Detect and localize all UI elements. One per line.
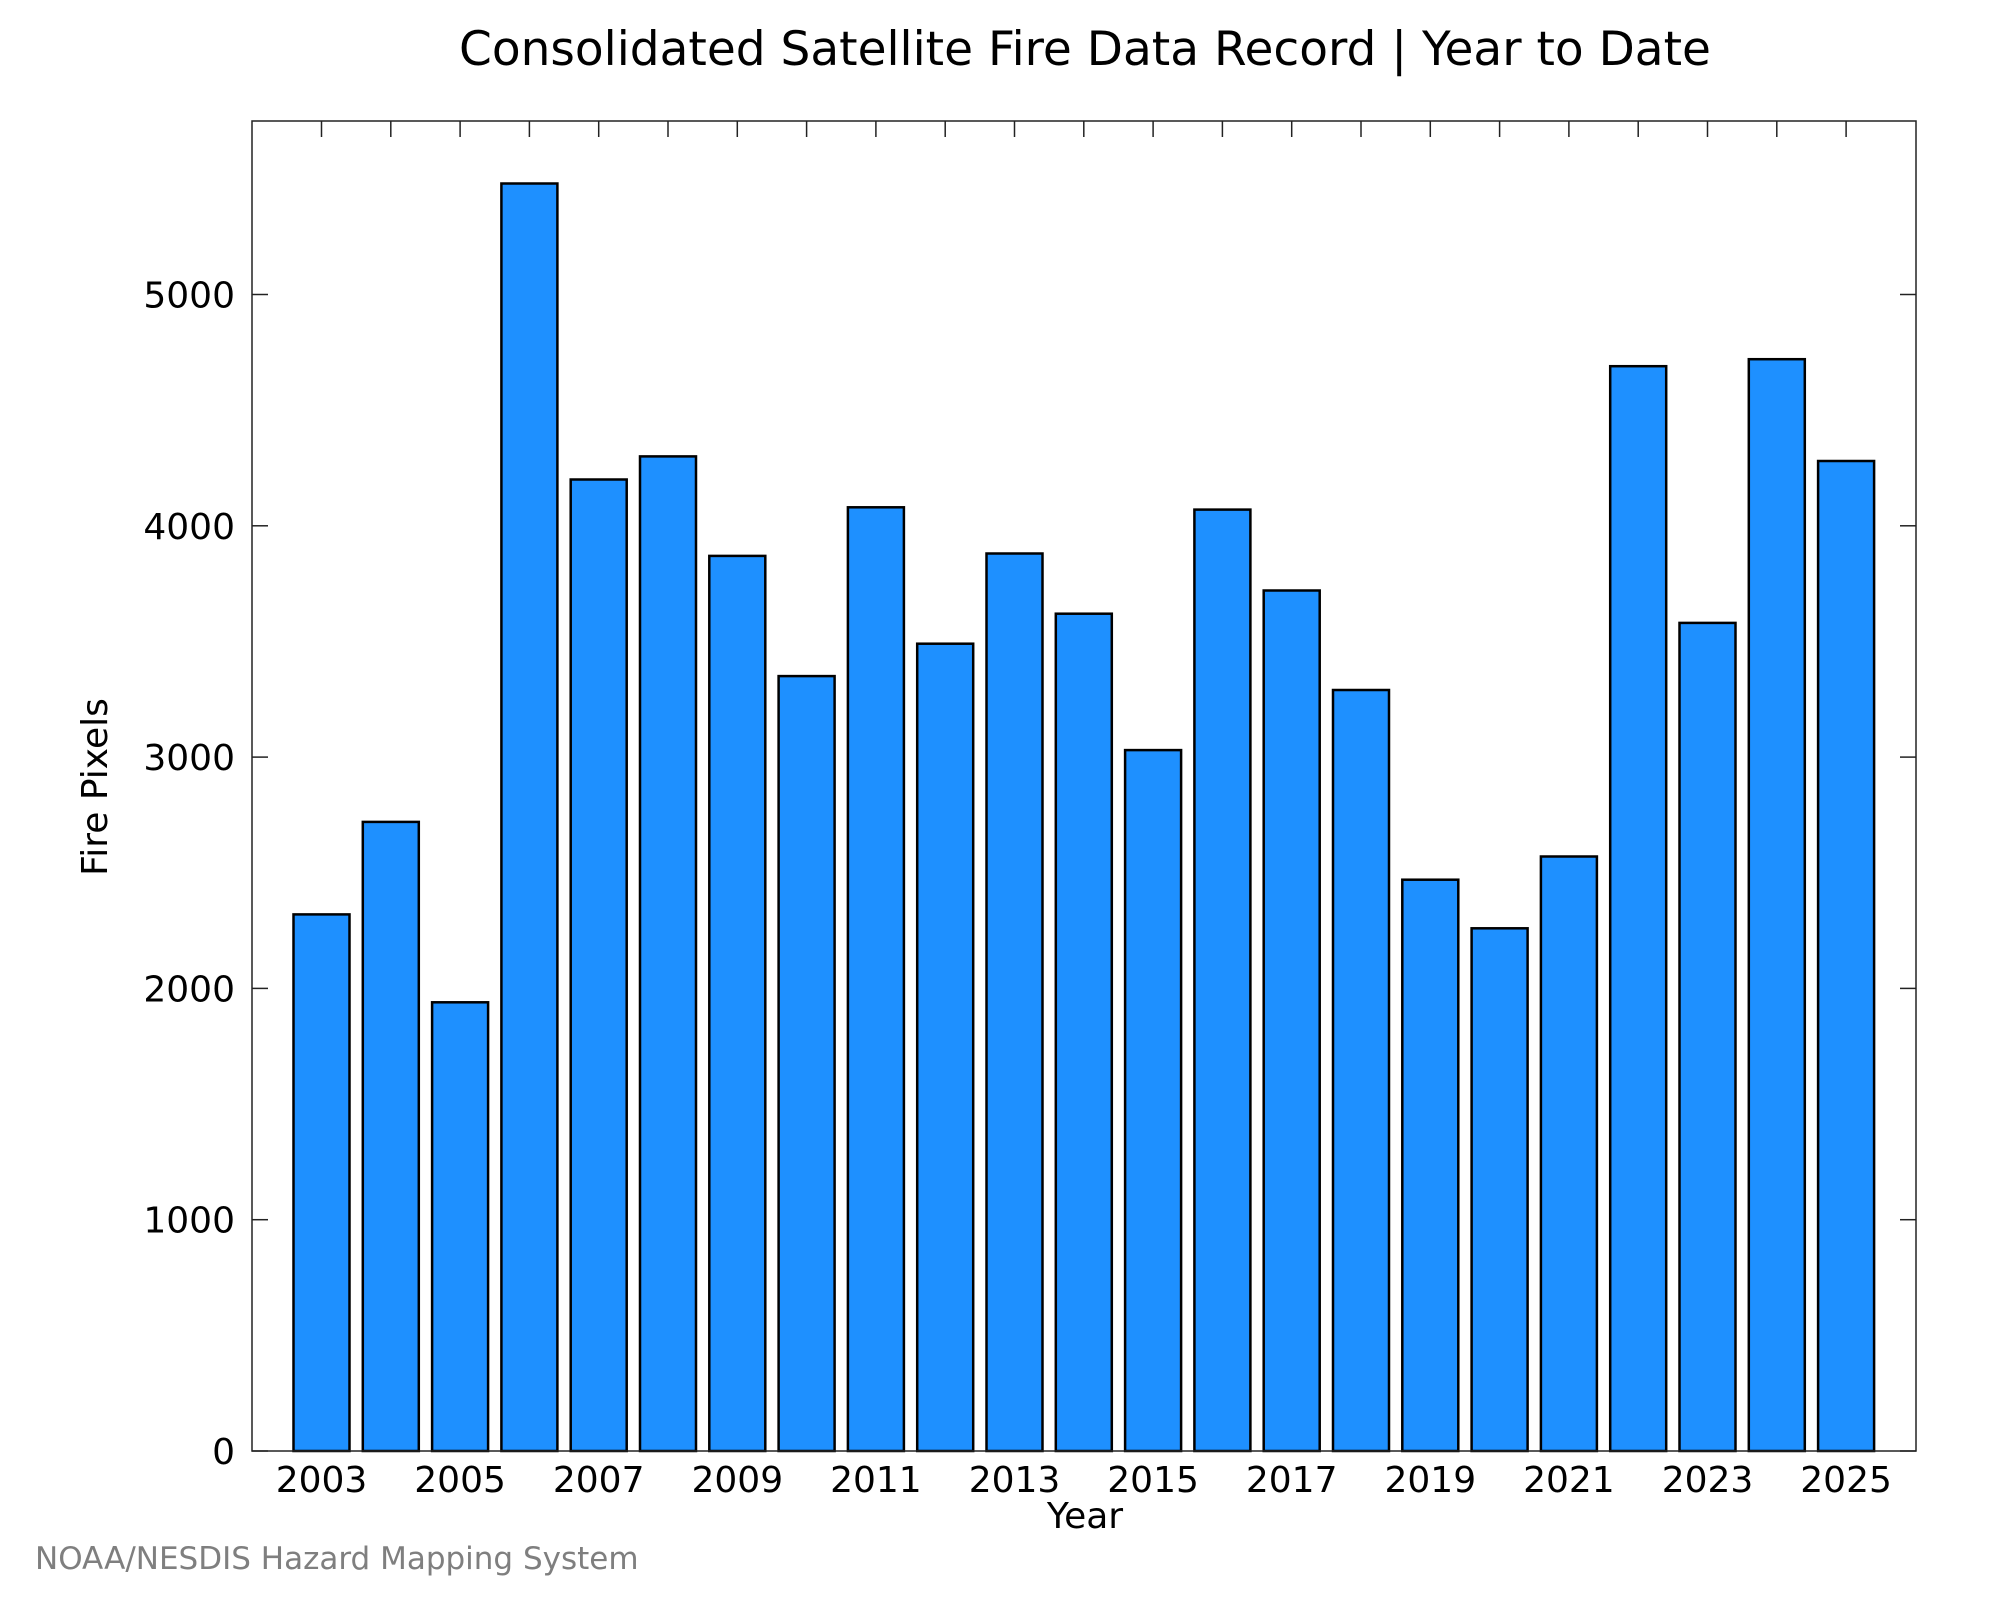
x-tick-label: 2021 bbox=[1523, 1460, 1615, 1501]
bar-2010 bbox=[777, 674, 836, 1453]
x-tick-label: 2011 bbox=[830, 1460, 922, 1501]
x-tick-label: 2013 bbox=[969, 1460, 1061, 1501]
bars bbox=[292, 182, 1876, 1453]
bar-2014 bbox=[1054, 612, 1114, 1453]
bar-2016 bbox=[1193, 508, 1252, 1453]
credit-text: NOAA/NESDIS Hazard Mapping System bbox=[35, 1541, 639, 1577]
y-tick-labels: 0 1000 2000 3000 4000 5000 bbox=[143, 276, 235, 1474]
x-tick-label: 2015 bbox=[1107, 1460, 1199, 1501]
bar-2025 bbox=[1816, 459, 1876, 1453]
x-tick-label: 2007 bbox=[553, 1460, 645, 1501]
bar-2004 bbox=[361, 820, 421, 1453]
bar-2007 bbox=[569, 478, 628, 1453]
x-tick-label: 2017 bbox=[1246, 1460, 1338, 1501]
bar-2009 bbox=[708, 554, 767, 1453]
y-axis-label: Fire Pixels bbox=[75, 698, 116, 876]
chart-title: Consolidated Satellite Fire Data Record … bbox=[459, 22, 1711, 77]
bar-2015 bbox=[1123, 748, 1183, 1453]
plot-frame bbox=[251, 120, 1917, 1452]
bar-2013 bbox=[985, 552, 1044, 1453]
y-tick-label: 0 bbox=[212, 1432, 235, 1473]
x-tick-label: 2019 bbox=[1384, 1460, 1476, 1501]
y-tick-label: 1000 bbox=[143, 1201, 235, 1242]
bar-2011 bbox=[846, 506, 906, 1453]
bar-2008 bbox=[638, 455, 698, 1453]
y-tick-label: 3000 bbox=[143, 738, 235, 779]
y-tick-label: 4000 bbox=[143, 507, 235, 548]
x-tick-label: 2025 bbox=[1800, 1460, 1892, 1501]
x-tick-label: 2023 bbox=[1662, 1460, 1754, 1501]
bar-2017 bbox=[1262, 589, 1321, 1453]
x-tick-label: 2009 bbox=[691, 1460, 783, 1501]
x-axis-label: Year bbox=[1046, 1496, 1123, 1537]
y-tick-label: 5000 bbox=[143, 276, 235, 317]
bar-2018 bbox=[1331, 688, 1391, 1453]
y-tick-label: 2000 bbox=[143, 969, 235, 1010]
bar-2005 bbox=[430, 1001, 490, 1453]
bar-2020 bbox=[1470, 927, 1529, 1453]
bar-2019 bbox=[1401, 878, 1460, 1453]
x-tick-label: 2005 bbox=[414, 1460, 506, 1501]
bar-2006 bbox=[500, 182, 559, 1453]
bar-2022 bbox=[1608, 364, 1668, 1453]
x-tick-labels: 2003 2005 2007 2009 2011 2013 2015 2017 2019 2021… bbox=[276, 1460, 1892, 1501]
bar-2024 bbox=[1747, 357, 1807, 1453]
bar-2012 bbox=[915, 642, 975, 1453]
bar-2003 bbox=[292, 913, 351, 1453]
bar-2021 bbox=[1539, 855, 1599, 1453]
x-tick-label: 2003 bbox=[276, 1460, 368, 1501]
bar-2023 bbox=[1678, 621, 1737, 1453]
